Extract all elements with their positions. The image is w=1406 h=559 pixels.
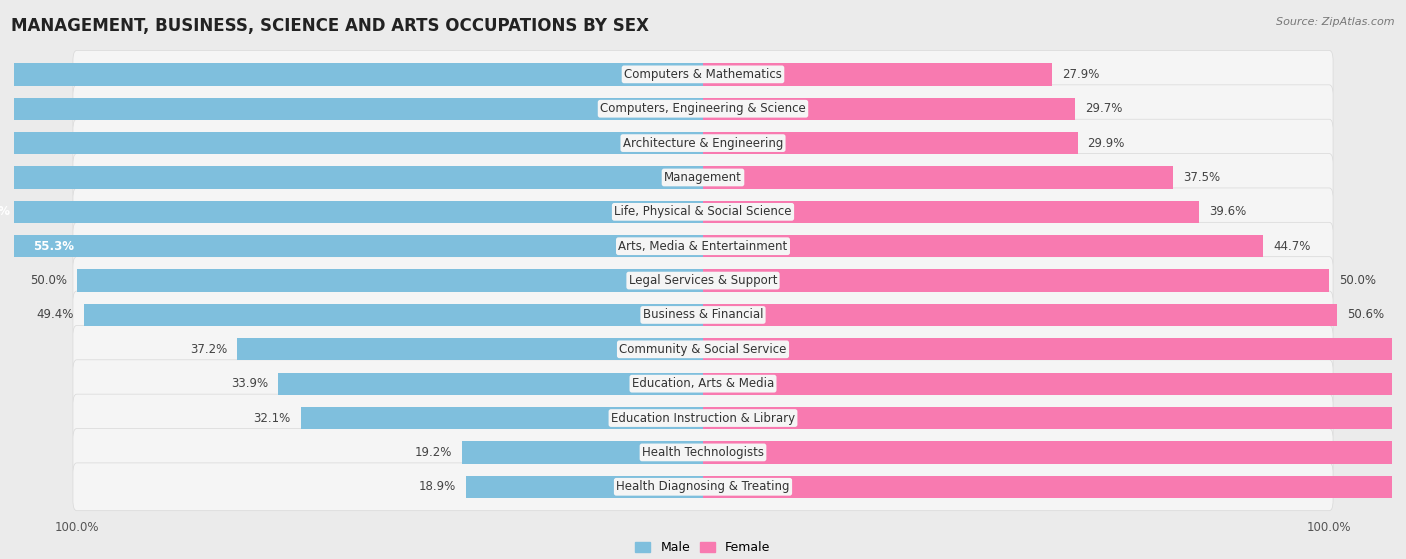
Text: Education, Arts & Media: Education, Arts & Media	[631, 377, 775, 390]
FancyBboxPatch shape	[73, 325, 1333, 373]
Text: Architecture & Engineering: Architecture & Engineering	[623, 136, 783, 150]
Text: 60.4%: 60.4%	[0, 205, 10, 219]
Bar	[703, 98, 1076, 120]
Bar	[84, 304, 703, 326]
Text: Business & Financial: Business & Financial	[643, 309, 763, 321]
FancyBboxPatch shape	[73, 463, 1333, 511]
FancyBboxPatch shape	[73, 222, 1333, 270]
Text: 29.9%: 29.9%	[1088, 136, 1125, 150]
Bar	[0, 132, 703, 154]
Bar	[703, 166, 1173, 188]
FancyBboxPatch shape	[73, 154, 1333, 201]
FancyBboxPatch shape	[73, 85, 1333, 132]
Text: Source: ZipAtlas.com: Source: ZipAtlas.com	[1277, 17, 1395, 27]
FancyBboxPatch shape	[73, 119, 1333, 167]
Bar	[77, 269, 703, 292]
Text: Computers & Mathematics: Computers & Mathematics	[624, 68, 782, 81]
Bar	[0, 166, 703, 188]
Text: 18.9%: 18.9%	[419, 480, 456, 493]
Text: Education Instruction & Library: Education Instruction & Library	[612, 411, 794, 424]
FancyBboxPatch shape	[73, 394, 1333, 442]
Bar	[467, 476, 703, 498]
Text: 50.0%: 50.0%	[1340, 274, 1376, 287]
Text: 39.6%: 39.6%	[1209, 205, 1246, 219]
Legend: Male, Female: Male, Female	[630, 536, 776, 559]
Text: Arts, Media & Entertainment: Arts, Media & Entertainment	[619, 240, 787, 253]
Text: Computers, Engineering & Science: Computers, Engineering & Science	[600, 102, 806, 115]
FancyBboxPatch shape	[73, 50, 1333, 98]
Text: 49.4%: 49.4%	[37, 309, 75, 321]
FancyBboxPatch shape	[73, 291, 1333, 339]
Bar	[238, 338, 703, 361]
Bar	[278, 372, 703, 395]
Text: 27.9%: 27.9%	[1063, 68, 1099, 81]
FancyBboxPatch shape	[73, 188, 1333, 236]
Bar	[703, 63, 1053, 86]
Bar	[703, 201, 1199, 223]
Text: 33.9%: 33.9%	[231, 377, 269, 390]
Bar	[463, 441, 703, 463]
Bar	[10, 235, 703, 257]
Text: MANAGEMENT, BUSINESS, SCIENCE AND ARTS OCCUPATIONS BY SEX: MANAGEMENT, BUSINESS, SCIENCE AND ARTS O…	[11, 17, 650, 35]
Bar	[703, 132, 1077, 154]
Text: 19.2%: 19.2%	[415, 446, 453, 459]
Text: Management: Management	[664, 171, 742, 184]
Text: 32.1%: 32.1%	[253, 411, 291, 424]
Text: Health Technologists: Health Technologists	[643, 446, 763, 459]
Text: 37.5%: 37.5%	[1182, 171, 1220, 184]
Text: Community & Social Service: Community & Social Service	[619, 343, 787, 356]
Text: 50.6%: 50.6%	[1347, 309, 1384, 321]
Bar	[703, 407, 1406, 429]
FancyBboxPatch shape	[73, 360, 1333, 408]
Text: 37.2%: 37.2%	[190, 343, 226, 356]
Text: 44.7%: 44.7%	[1272, 240, 1310, 253]
Text: 50.0%: 50.0%	[30, 274, 66, 287]
Bar	[703, 269, 1329, 292]
Bar	[0, 98, 703, 120]
Bar	[703, 476, 1406, 498]
Text: 29.7%: 29.7%	[1085, 102, 1122, 115]
FancyBboxPatch shape	[73, 257, 1333, 305]
Text: Health Diagnosing & Treating: Health Diagnosing & Treating	[616, 480, 790, 493]
Bar	[703, 372, 1406, 395]
Bar	[703, 235, 1263, 257]
Bar	[703, 304, 1337, 326]
Bar	[703, 338, 1406, 361]
FancyBboxPatch shape	[73, 429, 1333, 476]
Bar	[301, 407, 703, 429]
Text: 55.3%: 55.3%	[32, 240, 75, 253]
Bar	[0, 63, 703, 86]
Text: Legal Services & Support: Legal Services & Support	[628, 274, 778, 287]
Text: Life, Physical & Social Science: Life, Physical & Social Science	[614, 205, 792, 219]
Bar	[703, 441, 1406, 463]
Bar	[0, 201, 703, 223]
